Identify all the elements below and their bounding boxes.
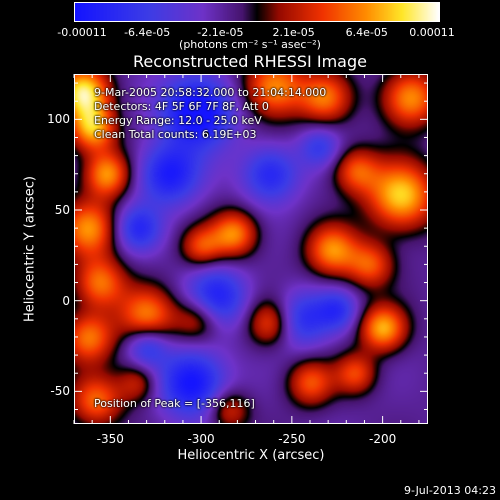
y-tick-label: 50 — [54, 203, 70, 217]
colorbar-tick-label: 6.4e-05 — [345, 26, 388, 39]
x-tick-label: -200 — [368, 432, 397, 446]
colorbar-tick-label: -2.1e-05 — [197, 26, 244, 39]
x-tick-label: -350 — [96, 432, 124, 446]
y-tick-label: 100 — [47, 112, 70, 127]
info-energy-range: Energy Range: 12.0 - 25.0 keV — [94, 114, 262, 127]
x-axis-label: Heliocentric X (arcsec) — [177, 448, 325, 463]
heatmap-image — [74, 74, 428, 424]
info-total-counts: Clean Total counts: 6.19E+03 — [94, 128, 257, 141]
info-time-range: 9-Mar-2005 20:58:32.000 to 21:04:14.000 — [94, 86, 327, 99]
colorbar — [74, 2, 440, 22]
y-axis-label: Heliocentric Y (arcsec) — [22, 176, 38, 322]
peak-position: Position of Peak = [-356,116] — [94, 397, 255, 410]
colorbar-tick-label: 2.1e-05 — [272, 26, 315, 39]
chart-title: Reconstructed RHESSI Image — [133, 52, 367, 71]
x-tick-label: -250 — [278, 432, 306, 446]
y-tick-label: 0 — [62, 293, 70, 308]
colorbar-units: (photons cm⁻² s⁻¹ asec⁻²) — [179, 38, 321, 51]
colorbar-tick-label: -6.4e-05 — [124, 26, 171, 39]
x-tick-label: -300 — [187, 432, 215, 446]
info-detectors: Detectors: 4F 5F 6F 7F 8F, Att 0 — [94, 100, 269, 113]
colorbar-tick-label: 0.00011 — [409, 26, 455, 39]
y-tick-label: -50 — [50, 384, 70, 399]
colorbar-tick-label: -0.00011 — [57, 26, 107, 39]
timestamp: 9-Jul-2013 04:23 — [403, 484, 496, 497]
